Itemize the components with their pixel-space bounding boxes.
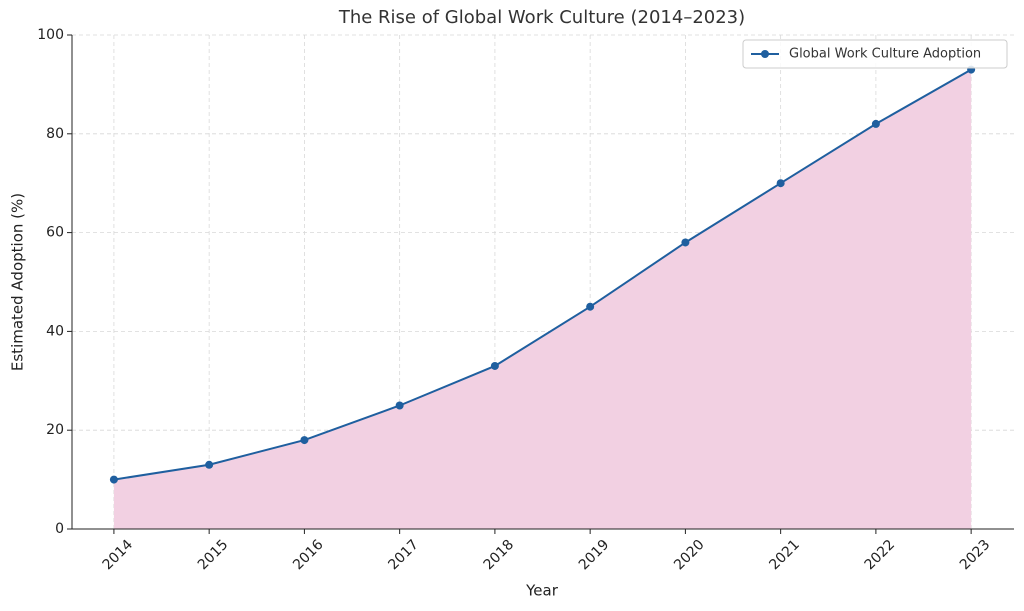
x-tick-label: 2017 (385, 537, 422, 574)
marker (681, 238, 690, 247)
legend-marker (761, 50, 769, 58)
x-tick-label: 2021 (766, 537, 803, 574)
x-tick-label: 2023 (957, 537, 994, 574)
x-axis-label: Year (525, 582, 559, 600)
area (113, 69, 972, 529)
x-tick-label: 2018 (481, 537, 518, 574)
chart-title: The Rise of Global Work Culture (2014–20… (338, 7, 745, 28)
legend-box (742, 39, 1008, 69)
x-tick-label: 2022 (862, 537, 899, 574)
marker (586, 302, 595, 311)
marker (205, 460, 214, 469)
x-tick-label: 2015 (195, 537, 232, 574)
x-tick-label: 2020 (671, 537, 708, 574)
y-tick-label: 80 (46, 126, 64, 142)
y-axis-label: Estimated Adoption (%) (9, 193, 27, 371)
legend-label: Global Work Culture Adoption (789, 47, 981, 62)
legend: Global Work Culture Adoption (742, 39, 1008, 69)
marker (300, 436, 309, 445)
y-tick-label: 100 (37, 27, 64, 43)
y-tick-label: 0 (55, 521, 64, 537)
y-tick-label: 40 (46, 323, 64, 339)
x-tick-label: 2014 (100, 537, 137, 574)
marker (776, 179, 785, 188)
marker (395, 401, 404, 410)
x-tick-label: 2019 (576, 537, 613, 574)
marker (871, 119, 880, 128)
y-tick-label: 20 (46, 422, 64, 438)
y-tick-label: 60 (46, 225, 64, 241)
marker (109, 475, 118, 484)
marker (490, 361, 499, 370)
line (113, 68, 972, 481)
x-tick-label: 2016 (290, 537, 327, 574)
